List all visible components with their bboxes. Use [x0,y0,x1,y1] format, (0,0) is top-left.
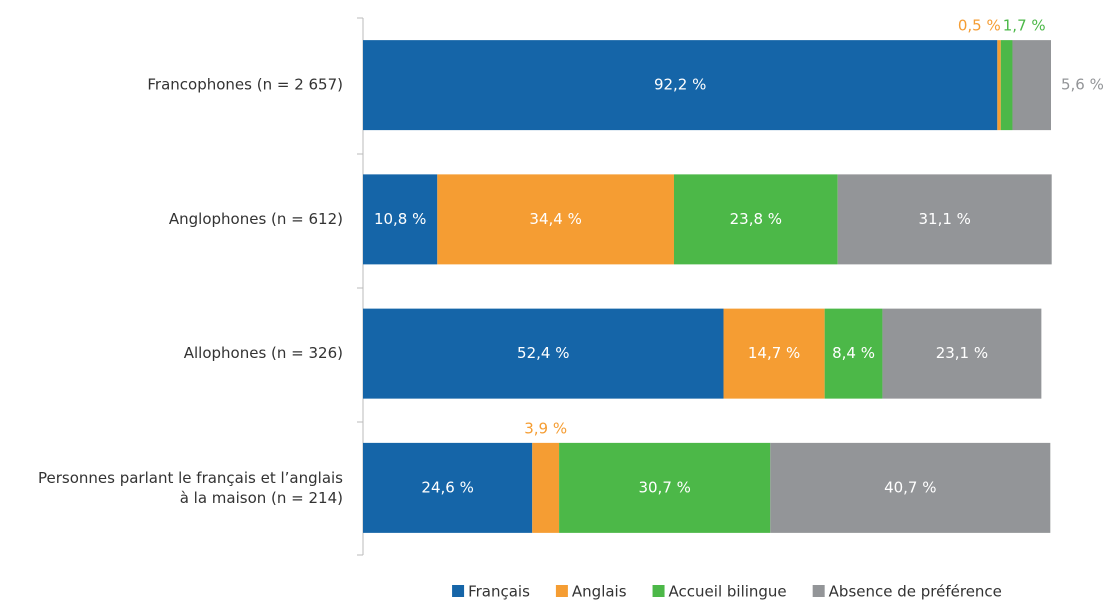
legend-swatch [452,585,465,597]
bar-segment [363,308,724,399]
bar-segment [363,40,998,131]
value-label: 3,9 % [524,419,567,437]
legend-label: Absence de préférence [829,583,1002,601]
bar-segment [1012,40,1051,131]
category-label-line: à la maison (n = 214) [180,488,343,506]
value-label: 5,6 % [1061,76,1104,94]
value-label: 24,6 % [421,478,473,496]
bar-segment [363,174,438,265]
bar-segment [532,442,560,533]
bar-segment [770,442,1051,533]
value-label: 92,2 % [654,76,706,94]
bar-segment [837,174,1052,265]
bar-segment [882,308,1042,399]
value-label: 0,5 % [958,17,1001,35]
value-label: 1,7 % [1003,17,1046,35]
legend-label: Anglais [572,583,627,601]
category-separators [357,17,363,556]
value-label: 23,8 % [730,210,782,228]
category-label: Personnes parlant le français et l’angla… [38,468,343,506]
legend-swatch [812,585,825,597]
value-label: 23,1 % [936,344,988,362]
legend-swatch [555,585,568,597]
value-label: 14,7 % [748,344,800,362]
category-label: Anglophones (n = 612) [169,210,343,228]
bar-segment [559,442,771,533]
value-label: 8,4 % [832,344,875,362]
legend-label: Français [468,583,530,601]
legend-label: Accueil bilingue [669,583,787,601]
value-label: 10,8 % [374,210,426,228]
value-label: 52,4 % [517,344,569,362]
value-label: 34,4 % [529,210,581,228]
value-label: 31,1 % [918,210,970,228]
bar-segment [673,174,838,265]
bar-segment [437,174,674,265]
category-label-line: Personnes parlant le français et l’angla… [38,468,343,486]
bar-segment [824,308,883,399]
value-label: 40,7 % [884,478,936,496]
legend-swatch [652,585,665,597]
bar-segment [363,442,533,533]
value-label: 30,7 % [638,478,690,496]
bar-segment [723,308,825,399]
bar-segment [1000,40,1013,131]
category-label: Allophones (n = 326) [184,344,343,362]
category-label: Francophones (n = 2 657) [147,76,343,94]
bar-segment [997,40,1001,131]
